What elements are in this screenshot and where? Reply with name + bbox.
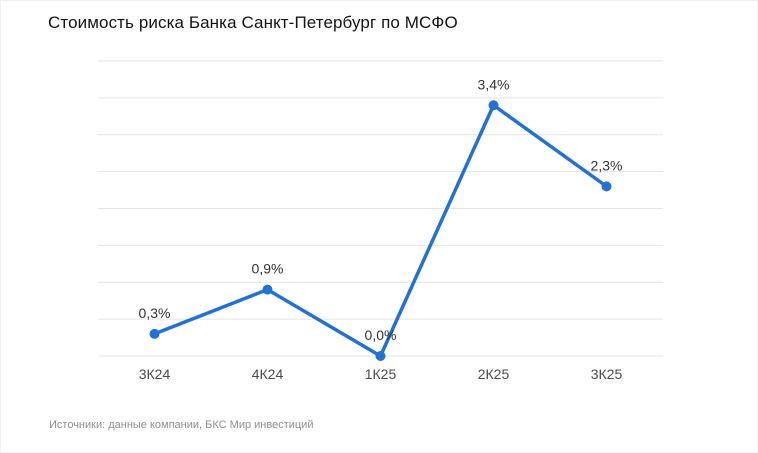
x-tick-label: 2К25 — [478, 366, 510, 382]
x-tick-label: 3К25 — [591, 366, 623, 382]
data-point — [488, 100, 499, 111]
chart-title: Стоимость риска Банка Санкт-Петербург по… — [48, 13, 458, 32]
source-text: Источники: данные компании, БКС Мир инве… — [49, 419, 314, 431]
data-label: 2,3% — [591, 157, 623, 173]
data-label: 3,4% — [478, 76, 510, 92]
x-tick-label: 3К24 — [139, 366, 171, 382]
series-line — [152, 103, 609, 358]
data-point — [375, 351, 386, 361]
data-point — [601, 181, 612, 192]
data-label: 0,9% — [252, 261, 284, 277]
data-point — [262, 284, 273, 295]
x-tick-label: 4К24 — [252, 366, 284, 382]
data-label: 0,0% — [365, 327, 397, 343]
x-tick-label: 1К25 — [365, 366, 397, 382]
data-point — [149, 328, 160, 339]
data-label: 0,3% — [139, 305, 171, 321]
